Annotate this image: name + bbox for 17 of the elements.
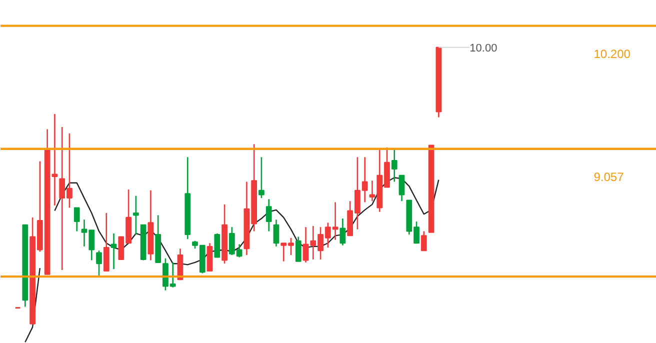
text: 9.057 [594, 170, 624, 184]
candlestick [273, 218, 280, 248]
text: 10.00 [470, 42, 498, 54]
candlestick [103, 212, 110, 272]
candlestick [391, 149, 398, 182]
candlestick [96, 250, 102, 276]
candlestick [110, 232, 117, 270]
candlestick [420, 230, 427, 252]
text: 10.200 [594, 46, 631, 61]
candlestick [132, 195, 139, 236]
candlestick [340, 218, 346, 246]
candlestick [398, 174, 405, 202]
candlestick [214, 232, 220, 258]
candlestick [295, 236, 302, 262]
candlestick [258, 156, 264, 199]
candlestick [266, 198, 272, 232]
candlestick [74, 207, 80, 232]
